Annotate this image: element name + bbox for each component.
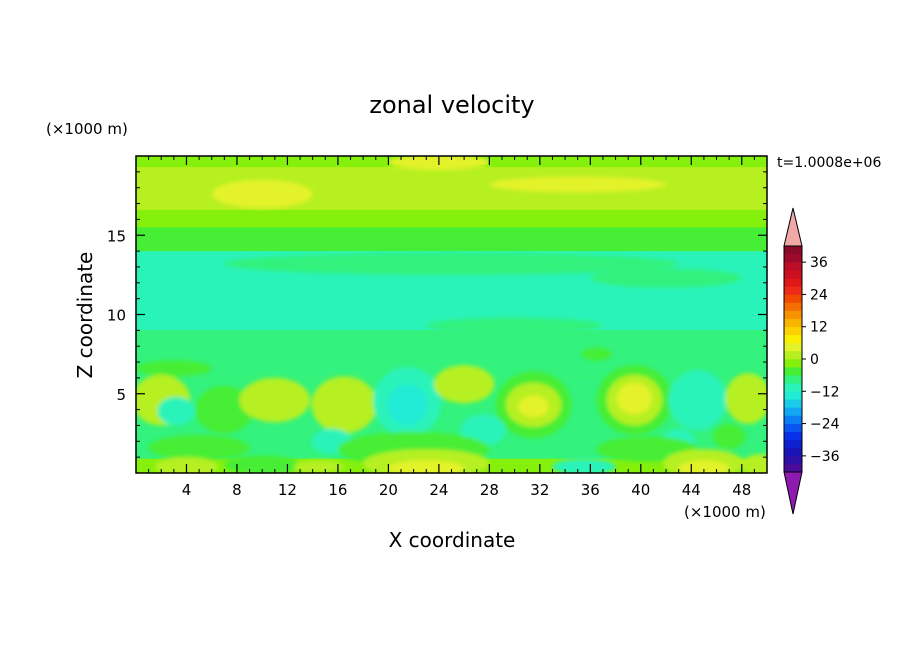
field-cell-4 bbox=[590, 268, 742, 288]
colorbar-over-triangle bbox=[783, 207, 803, 247]
x-tick-label: 24 bbox=[429, 481, 448, 499]
y-tick-label: 15 bbox=[107, 227, 126, 245]
y-tick-label: 10 bbox=[107, 307, 126, 325]
colorbar-swatch bbox=[784, 334, 802, 344]
field-cell-23 bbox=[157, 396, 196, 426]
colorbar: 36 24 12 0 −12 −24 −36 bbox=[783, 207, 840, 515]
colorbar-swatch bbox=[784, 294, 802, 303]
colorbar-swatch bbox=[784, 270, 802, 279]
x-tick-label: 8 bbox=[232, 481, 242, 499]
x-axis: 4 8 12 16 20 24 28 32 36 40 44 48 bbox=[148, 156, 755, 499]
x-unit-label: (×1000 m) bbox=[684, 503, 766, 521]
x-tick-label: 4 bbox=[182, 481, 192, 499]
field-cell-36 bbox=[552, 458, 616, 473]
colorbar-swatch bbox=[784, 399, 802, 408]
x-tick-label: 16 bbox=[328, 481, 347, 499]
x-tick-label: 44 bbox=[682, 481, 701, 499]
field-cell-1 bbox=[211, 179, 313, 209]
y-axis: 5 10 15 bbox=[107, 171, 767, 458]
y-axis-title: Z coordinate bbox=[73, 252, 97, 379]
field-cell-7 bbox=[581, 347, 612, 361]
colorbar-swatch bbox=[784, 375, 802, 384]
field-cell-9 bbox=[195, 385, 254, 434]
colorbar-swatch bbox=[784, 415, 802, 424]
x-tick-label: 48 bbox=[732, 481, 751, 499]
field-cell-17 bbox=[518, 395, 549, 418]
colorbar-swatch bbox=[784, 431, 802, 441]
colorbar-swatch bbox=[784, 447, 802, 457]
field-cell-6 bbox=[136, 360, 212, 377]
colorbar-label: 24 bbox=[810, 287, 828, 303]
colorbar-swatch bbox=[784, 350, 802, 360]
field-cell-28 bbox=[148, 434, 250, 461]
field-cell-22 bbox=[725, 373, 767, 424]
contour-field bbox=[136, 156, 767, 473]
colorbar-swatch bbox=[784, 367, 802, 376]
field-cell-33 bbox=[293, 460, 345, 473]
field-cell-13 bbox=[387, 384, 428, 426]
colorbar-swatch bbox=[784, 455, 802, 465]
colorbar-swatch bbox=[784, 391, 802, 400]
colorbar-label: 36 bbox=[810, 255, 828, 271]
colorbar-label: 0 bbox=[810, 352, 819, 368]
colorbar-swatch bbox=[784, 286, 802, 295]
field-cell-38 bbox=[678, 460, 730, 473]
x-tick-label: 36 bbox=[581, 481, 600, 499]
colorbar-swatch bbox=[784, 342, 802, 352]
colorbar-swatch bbox=[784, 423, 802, 432]
x-tick-label: 40 bbox=[631, 481, 650, 499]
colorbar-swatch bbox=[784, 383, 802, 392]
field-cell-5 bbox=[426, 317, 603, 334]
y-tick-label: 5 bbox=[116, 386, 126, 404]
field-cell-35 bbox=[388, 460, 465, 473]
colorbar-swatch bbox=[784, 302, 802, 311]
field-cell-11 bbox=[311, 376, 378, 434]
x-tick-label: 20 bbox=[379, 481, 398, 499]
field-band-3 bbox=[136, 227, 767, 252]
field-cell-39 bbox=[741, 453, 767, 473]
colorbar-swatch bbox=[784, 246, 802, 255]
colorbar-swatch bbox=[784, 326, 802, 336]
field-cell-3 bbox=[224, 252, 679, 275]
x-tick-label: 32 bbox=[530, 481, 549, 499]
colorbar-swatch bbox=[784, 463, 802, 473]
field-cell-20 bbox=[616, 382, 653, 415]
colorbar-swatch bbox=[784, 318, 802, 328]
colorbar-swatch bbox=[784, 359, 802, 368]
field-cell-32 bbox=[224, 455, 301, 473]
field-cell-27 bbox=[712, 423, 746, 450]
x-tick-label: 28 bbox=[480, 481, 499, 499]
colorbar-swatch bbox=[784, 262, 802, 271]
colorbar-swatch bbox=[784, 278, 802, 287]
x-tick-label: 12 bbox=[278, 481, 297, 499]
time-label: t=1.0008e+06 bbox=[777, 155, 881, 171]
colorbar-swatch bbox=[784, 310, 802, 319]
field-cell-2 bbox=[489, 176, 667, 193]
colorbar-swatch bbox=[784, 254, 802, 263]
colorbar-swatch bbox=[784, 439, 802, 449]
field-cell-10 bbox=[239, 377, 311, 423]
colorbar-label: −12 bbox=[810, 384, 840, 400]
colorbar-swatch bbox=[784, 407, 802, 416]
y-unit-label: (×1000 m) bbox=[46, 120, 128, 138]
x-axis-title: X coordinate bbox=[389, 528, 516, 552]
chart-title: zonal velocity bbox=[369, 91, 534, 119]
field-cell-21 bbox=[668, 369, 727, 431]
colorbar-under-triangle bbox=[783, 471, 803, 515]
colorbar-label: −24 bbox=[810, 417, 840, 433]
colorbar-label: 12 bbox=[810, 320, 828, 336]
field-cell-14 bbox=[433, 365, 495, 404]
colorbar-label: −36 bbox=[810, 449, 840, 465]
